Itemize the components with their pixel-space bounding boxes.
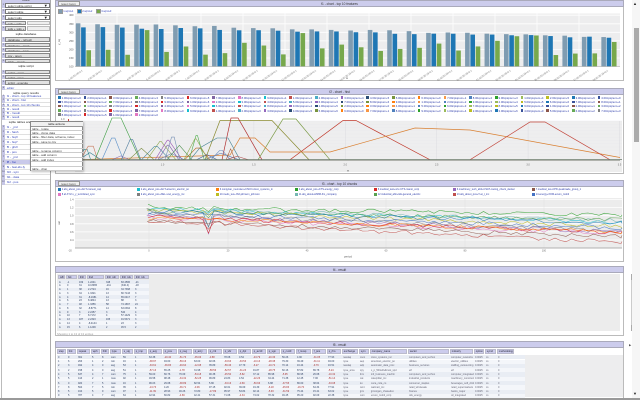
svg-text:200: 200 — [69, 47, 74, 51]
svg-text:20: 20 — [227, 250, 230, 253]
svg-text:5.00:20:19+0.1: 5.00:20:19+0.1 — [146, 69, 162, 81]
svg-text:3.5: 3.5 — [618, 164, 622, 167]
svg-text:9.00:20:19+0.1: 9.00:20:19+0.1 — [224, 69, 240, 81]
svg-text:4.00:20:19+0.1: 4.00:20:19+0.1 — [126, 69, 142, 81]
svg-text:7.00:20:19+0.1: 7.00:20:19+0.1 — [185, 69, 201, 81]
svg-text:14.00:20:19+0.1: 14.00:20:19+0.1 — [320, 69, 337, 81]
svg-text:2.0: 2.0 — [344, 164, 348, 167]
svg-text:1.0: 1.0 — [70, 215, 74, 218]
svg-text:0.8: 0.8 — [70, 223, 74, 226]
svg-text:400: 400 — [69, 13, 74, 17]
svg-text:17.00:20:19+0.1: 17.00:20:19+0.1 — [378, 69, 395, 81]
svg-text:19.00:20:19+0.1: 19.00:20:19+0.1 — [417, 69, 434, 81]
svg-text:-20: -20 — [68, 250, 72, 253]
svg-text:100: 100 — [69, 65, 74, 69]
svg-text:60: 60 — [385, 250, 388, 253]
svg-text:28.00:20:19+0.1: 28.00:20:19+0.1 — [592, 69, 609, 81]
svg-text:26.00:20:19+0.1: 26.00:20:19+0.1 — [553, 69, 570, 81]
svg-text:150: 150 — [69, 56, 74, 60]
svg-text:0: 0 — [148, 250, 150, 253]
svg-text:3.0: 3.0 — [526, 164, 530, 167]
svg-text:13.00:20:19+0.1: 13.00:20:19+0.1 — [300, 69, 317, 81]
svg-text:8.00:20:19+0.1: 8.00:20:19+0.1 — [204, 69, 220, 81]
svg-text:6.00:20:19+0.1: 6.00:20:19+0.1 — [165, 69, 181, 81]
svg-text:period: period — [344, 255, 352, 259]
svg-text:0.6: 0.6 — [70, 231, 74, 234]
svg-text:y_sq: y_sq — [57, 39, 61, 45]
svg-text:25.00:20:19+0.1: 25.00:20:19+0.1 — [534, 69, 551, 81]
svg-text:23.00:20:19+0.1: 23.00:20:19+0.1 — [495, 69, 512, 81]
svg-text:0.4: 0.4 — [70, 239, 74, 242]
svg-text:w: w — [346, 76, 349, 80]
svg-text:250: 250 — [69, 39, 74, 43]
svg-text:16.00:20:19+0.1: 16.00:20:19+0.1 — [359, 69, 376, 81]
svg-text:3.00:20:19+0.1: 3.00:20:19+0.1 — [107, 69, 123, 81]
svg-text:24.00:20:19+0.1: 24.00:20:19+0.1 — [514, 69, 531, 81]
svg-text:27.00:20:19+0.1: 27.00:20:19+0.1 — [573, 69, 590, 81]
svg-text:300: 300 — [69, 30, 74, 34]
svg-text:100: 100 — [542, 250, 547, 253]
svg-text:1.4: 1.4 — [70, 199, 74, 202]
svg-text:10.00:20:19+0.1: 10.00:20:19+0.1 — [242, 69, 259, 81]
svg-text:80: 80 — [464, 250, 467, 253]
svg-text:21.00:20:19+0.1: 21.00:20:19+0.1 — [456, 69, 473, 81]
svg-text:12.00:20:19+0.1: 12.00:20:19+0.1 — [281, 69, 298, 81]
svg-text:1.00:20:19+0.1: 1.00:20:19+0.1 — [68, 69, 84, 81]
svg-text:2.5: 2.5 — [435, 164, 439, 167]
svg-text:w: w — [347, 169, 350, 173]
svg-text:22.00:20:19+0.1: 22.00:20:19+0.1 — [476, 69, 493, 81]
svg-text:15.00:20:19+0.1: 15.00:20:19+0.1 — [339, 69, 356, 81]
svg-text:20.00:20:19+0.1: 20.00:20:19+0.1 — [437, 69, 454, 81]
svg-text:18.00:20:19+0.1: 18.00:20:19+0.1 — [398, 69, 415, 81]
svg-text:40: 40 — [306, 250, 309, 253]
svg-text:1.5: 1.5 — [252, 164, 256, 167]
svg-text:2.00:20:19+0.1: 2.00:20:19+0.1 — [87, 69, 103, 81]
svg-text:350: 350 — [69, 22, 74, 26]
svg-text:11.00:20:19+0.1: 11.00:20:19+0.1 — [262, 69, 279, 81]
svg-text:1.0: 1.0 — [161, 164, 165, 167]
svg-text:val: val — [57, 221, 61, 225]
svg-text:1.2: 1.2 — [70, 207, 74, 210]
